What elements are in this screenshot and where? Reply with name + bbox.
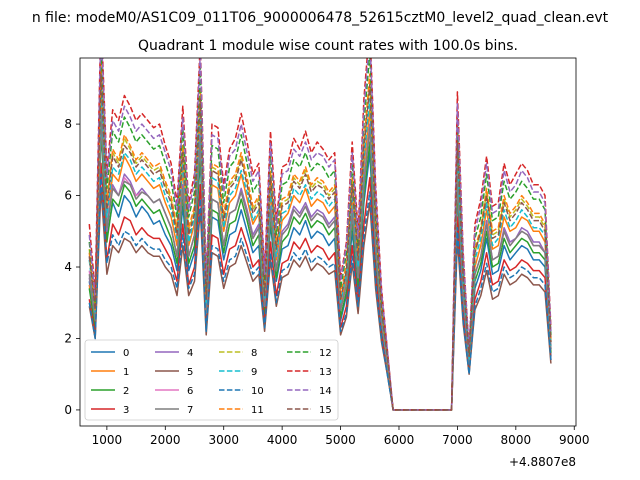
x-axis: 1000 2000 3000 4000 5000 6000 7000 8000 9000 [92,426,590,447]
series-line-7 [88,116,552,411]
x-tick-label: 3000 [208,433,239,447]
y-tick-label: 0 [64,403,72,417]
legend-label-15: 15 [319,405,332,416]
legend-label-3: 3 [123,405,129,416]
legend-label-1: 1 [123,367,129,378]
legend-label-4: 4 [187,348,193,359]
legend-label-11: 11 [251,405,264,416]
legend-label-13: 13 [319,367,332,378]
y-tick-label: 2 [64,331,72,345]
y-axis: 0 2 4 6 8 [64,117,80,417]
x-tick-label: 4000 [267,433,298,447]
legend-label-0: 0 [123,348,129,359]
series-layer [88,58,552,411]
x-tick-label: 7000 [442,433,473,447]
legend-label-5: 5 [187,367,193,378]
legend-label-8: 8 [251,348,257,359]
x-offset-label: +4.8807e8 [509,455,576,469]
series-line-5 [88,187,552,411]
y-tick-label: 6 [64,189,72,203]
x-tick-label: 1000 [92,433,123,447]
x-tick-label: 8000 [501,433,532,447]
legend-label-10: 10 [251,386,264,397]
axes-frame [79,57,577,427]
x-tick-label: 2000 [150,433,181,447]
x-tick-label: 5000 [325,433,356,447]
legend-label-2: 2 [123,386,129,397]
figure-suptitle: n file: modeM0/AS1C09_011T06_9000006478_… [32,10,609,26]
legend-label-6: 6 [187,386,193,397]
y-tick-label: 4 [64,260,72,274]
chart-title: Quadrant 1 module wise count rates with … [138,38,518,54]
series-line-3 [88,162,552,411]
legend-label-14: 14 [319,386,332,397]
legend-box [84,339,339,421]
legend-label-12: 12 [319,348,332,359]
plot-area [88,58,552,411]
x-tick-label: 6000 [384,433,415,447]
series-line-15 [88,73,552,411]
y-tick-label: 8 [64,117,72,131]
x-tick-label: 9000 [559,433,590,447]
series-line-10 [88,173,552,411]
series-line-14 [88,58,552,411]
legend-label-7: 7 [187,405,193,416]
legend-label-9: 9 [251,367,257,378]
